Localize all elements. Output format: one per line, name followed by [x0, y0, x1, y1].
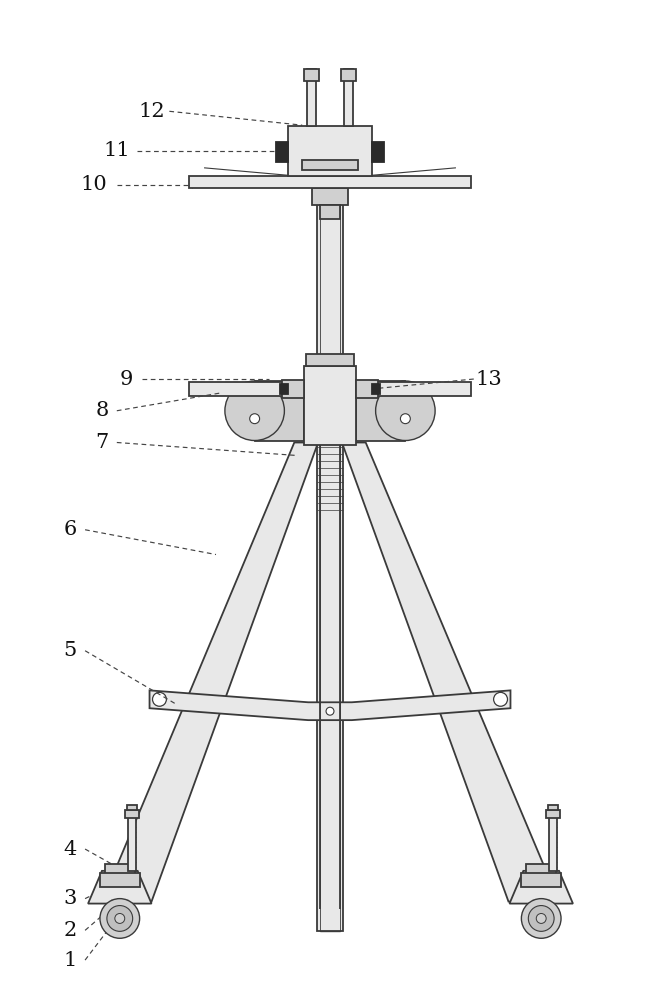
Circle shape — [225, 381, 284, 441]
Bar — [312, 188, 348, 205]
Circle shape — [100, 899, 139, 938]
Bar — [105, 864, 135, 874]
Circle shape — [115, 913, 125, 923]
Bar — [549, 816, 557, 871]
Text: 9: 9 — [120, 370, 134, 389]
Polygon shape — [102, 442, 318, 902]
Bar — [288, 126, 371, 176]
Bar — [125, 810, 139, 818]
Bar — [100, 873, 139, 887]
Text: 7: 7 — [95, 433, 108, 452]
Text: 11: 11 — [103, 141, 130, 160]
Text: 3: 3 — [63, 889, 77, 908]
Circle shape — [401, 414, 410, 424]
Circle shape — [375, 381, 435, 441]
Bar — [189, 176, 471, 188]
Text: 2: 2 — [63, 921, 77, 940]
Circle shape — [326, 707, 334, 715]
Bar — [320, 442, 340, 931]
Bar — [344, 69, 353, 126]
Bar — [276, 142, 288, 162]
Polygon shape — [149, 690, 510, 720]
Polygon shape — [342, 442, 559, 902]
Bar — [341, 69, 356, 81]
Bar — [127, 805, 137, 810]
Bar — [371, 384, 379, 394]
Bar — [317, 158, 343, 931]
Bar — [522, 873, 561, 887]
Bar — [189, 382, 304, 396]
Bar — [128, 816, 136, 871]
Bar — [356, 382, 471, 396]
Bar — [254, 381, 304, 441]
Bar — [304, 69, 319, 81]
Circle shape — [494, 692, 508, 706]
Text: 1: 1 — [63, 951, 77, 970]
Bar — [546, 810, 560, 818]
Text: 10: 10 — [81, 175, 107, 194]
Polygon shape — [531, 901, 551, 913]
Circle shape — [250, 414, 260, 424]
Bar — [320, 205, 340, 219]
Circle shape — [107, 906, 133, 931]
Circle shape — [153, 692, 167, 706]
Bar — [280, 384, 288, 394]
Circle shape — [522, 899, 561, 938]
Bar — [307, 69, 316, 126]
Bar — [282, 380, 304, 398]
Bar — [304, 366, 356, 445]
Polygon shape — [110, 901, 130, 913]
Bar — [306, 354, 354, 366]
Text: 6: 6 — [63, 520, 77, 539]
Text: 5: 5 — [63, 641, 77, 660]
Bar — [302, 160, 358, 170]
Circle shape — [536, 913, 546, 923]
Polygon shape — [510, 871, 573, 904]
Bar — [356, 381, 405, 441]
Bar — [371, 142, 383, 162]
Bar — [548, 805, 558, 810]
Bar — [356, 380, 377, 398]
Circle shape — [528, 906, 554, 931]
Text: 8: 8 — [95, 401, 108, 420]
Text: 4: 4 — [63, 840, 77, 859]
Polygon shape — [88, 871, 151, 904]
Text: 13: 13 — [475, 370, 502, 389]
Text: 12: 12 — [138, 102, 165, 121]
Bar — [526, 864, 556, 874]
